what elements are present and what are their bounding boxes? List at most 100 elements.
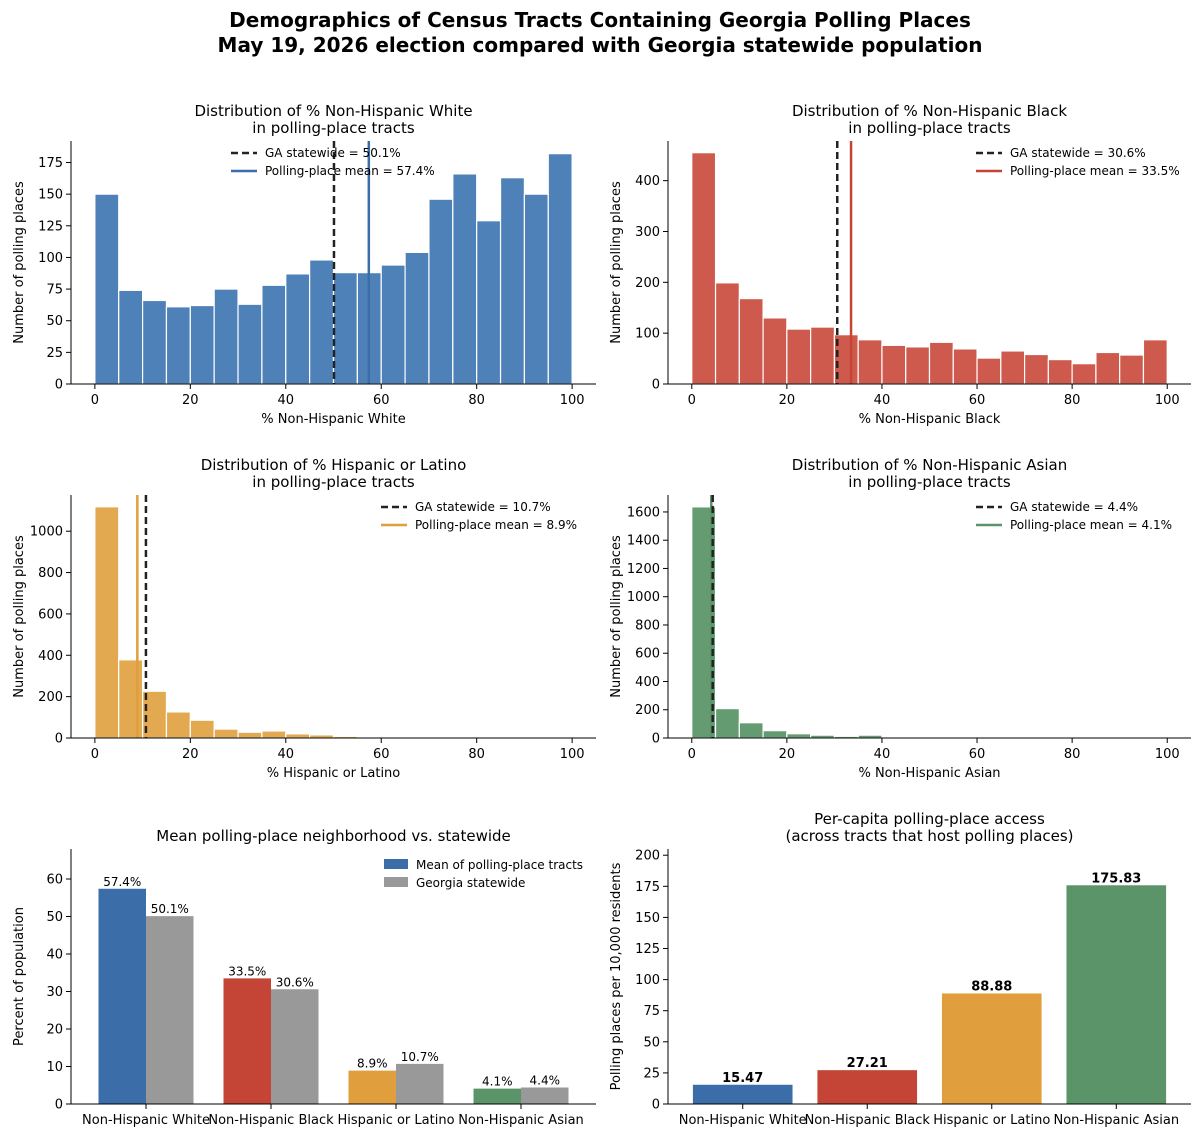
access-chart: 15.47 Non-Hispanic White 27.21 Non-Hispanic… <box>609 810 1191 1128</box>
hist-2-xtick-label: 60 <box>969 393 986 408</box>
hist-2-bar <box>1000 350 1026 385</box>
hist-1-bar <box>547 153 573 385</box>
hist-4-ytick-label: 600 <box>635 647 660 662</box>
hist-3-ylabel: Number of polling places <box>12 535 27 698</box>
hist-1-legend-statewide: GA statewide = 50.1% <box>265 146 401 160</box>
hist-2-bar <box>976 357 1002 385</box>
comparison-ylabel: Percent of population <box>12 907 27 1046</box>
hist-2-title-line-2: in polling-place tracts <box>848 119 1011 137</box>
hist-2-bar <box>1142 339 1168 385</box>
hist-4-xtick-label: 60 <box>969 747 986 762</box>
comparison-legend-swatch <box>384 877 408 887</box>
hist-1-ytick-label: 150 <box>38 188 63 203</box>
comparison-xtick-label: Non-Hispanic Black <box>208 1113 334 1128</box>
access-bar <box>1066 885 1167 1104</box>
access-ytick-label: 100 <box>635 973 660 988</box>
hist-3-ytick-label: 1000 <box>30 525 63 540</box>
comparison-ytick-label: 20 <box>46 1023 63 1038</box>
hist-3-ytick-label: 800 <box>38 566 63 581</box>
hist-2-ytick-label: 400 <box>635 174 660 189</box>
hist-4-legend-statewide: GA statewide = 4.4% <box>1010 500 1138 514</box>
hist-1-bar <box>404 251 430 385</box>
hist-1-bar <box>380 264 406 385</box>
access-bar-label: 175.83 <box>1091 871 1141 886</box>
access-ytick-label: 150 <box>635 911 660 926</box>
hist-1-bar <box>237 303 263 385</box>
hist-2-ytick-label: 0 <box>652 378 660 393</box>
comparison-bar-label: 10.7% <box>401 1050 439 1064</box>
hist-4-xtick-label: 100 <box>1155 747 1180 762</box>
hist-1-bar <box>452 173 478 385</box>
hist-1-legend-mean: Polling-place mean = 57.4% <box>265 164 435 178</box>
hist-2-bar <box>905 346 931 385</box>
hist-3-bar <box>165 711 191 739</box>
comparison-bar-label: 8.9% <box>357 1057 388 1071</box>
comparison-bar-statewide <box>271 989 319 1104</box>
hist-4-ytick-label: 1400 <box>627 534 660 549</box>
hist-4-bar <box>714 708 740 739</box>
hist-1-bar <box>309 259 335 385</box>
hist-3-bar <box>261 730 287 739</box>
hist-1-xlabel: % Non-Hispanic White <box>261 412 405 427</box>
hist-2-bar <box>691 152 717 385</box>
hist-3-legend-statewide: GA statewide = 10.7% <box>415 500 551 514</box>
hist-4-ytick-label: 800 <box>635 618 660 633</box>
hist-3-xtick-label: 20 <box>182 747 199 762</box>
comparison-xtick-label: Hispanic or Latino <box>337 1113 454 1128</box>
hist-1-bar <box>476 220 502 385</box>
comparison-bar-statewide <box>521 1087 569 1104</box>
access-xtick-label: Non-Hispanic White <box>679 1113 807 1128</box>
hist-1-xtick-label: 20 <box>182 393 199 408</box>
hist-3-bar <box>189 719 215 739</box>
hist-1-xtick-label: 60 <box>373 393 390 408</box>
hist-4-bar <box>786 733 812 739</box>
hist-2-legend-statewide: GA statewide = 30.6% <box>1010 146 1146 160</box>
comparison-bar-label: 4.1% <box>482 1075 513 1089</box>
hist-1-xtick-label: 0 <box>91 393 99 408</box>
hist-4-bar <box>738 722 764 739</box>
hist-2-ytick-label: 200 <box>635 276 660 291</box>
access-ytick-label: 175 <box>635 880 660 895</box>
hist-3-bar <box>285 733 311 739</box>
hist-1-bar <box>285 273 311 385</box>
comparison-xtick-label: Non-Hispanic White <box>82 1113 210 1128</box>
hist-3-xtick-label: 80 <box>468 747 485 762</box>
comparison-title-line-1: Mean polling-place neighborhood vs. stat… <box>156 827 511 845</box>
access-bar <box>941 993 1042 1104</box>
hist-2-ytick-label: 300 <box>635 225 660 240</box>
hist-2-bar <box>1095 351 1121 385</box>
hist-4-xtick-label: 0 <box>688 747 696 762</box>
access-xtick-label: Non-Hispanic Black <box>805 1113 931 1128</box>
access-title-line-1: Per-capita polling-place access <box>814 810 1045 828</box>
hist-2-bar <box>928 341 954 385</box>
hist-1-ytick-label: 50 <box>46 314 63 329</box>
hist-4-ytick-label: 1600 <box>627 505 660 520</box>
hist-2-bar <box>952 348 978 385</box>
hist-4-xlabel: % Non-Hispanic Asian <box>858 766 1000 781</box>
comparison-xtick-label: Non-Hispanic Asian <box>458 1113 584 1128</box>
access-bar-label: 88.88 <box>971 979 1012 994</box>
hist-1-ytick-label: 175 <box>38 156 63 171</box>
hist-4-xtick-label: 40 <box>874 747 891 762</box>
access-bar-label: 27.21 <box>847 1056 888 1071</box>
access-ytick-label: 125 <box>635 942 660 957</box>
hist-1-bar <box>165 306 191 385</box>
hist-4-ytick-label: 200 <box>635 703 660 718</box>
comparison-bar-polling <box>473 1088 521 1104</box>
hist-2-bar <box>857 339 883 385</box>
hist-3-ytick-label: 600 <box>38 607 63 622</box>
hist-2-title-line-1: Distribution of % Non-Hispanic Black <box>792 102 1067 120</box>
hist-2-bar <box>714 282 740 385</box>
hist-3-title-line-2: in polling-place tracts <box>252 473 415 491</box>
comparison-bar-label: 50.1% <box>151 902 189 916</box>
hist-3-bar <box>213 728 239 739</box>
access-xtick-label: Hispanic or Latino <box>933 1113 1050 1128</box>
hist-1-bar <box>213 288 239 385</box>
figure-title-line-2: May 19, 2026 election compared with Geor… <box>217 33 983 57</box>
hist-2-xtick-label: 20 <box>779 393 796 408</box>
hist-4-legend-mean: Polling-place mean = 4.1% <box>1010 518 1172 532</box>
comparison-bar-label: 30.6% <box>276 975 314 989</box>
hist-1-ytick-label: 100 <box>38 251 63 266</box>
hist-3-bar <box>118 659 144 739</box>
